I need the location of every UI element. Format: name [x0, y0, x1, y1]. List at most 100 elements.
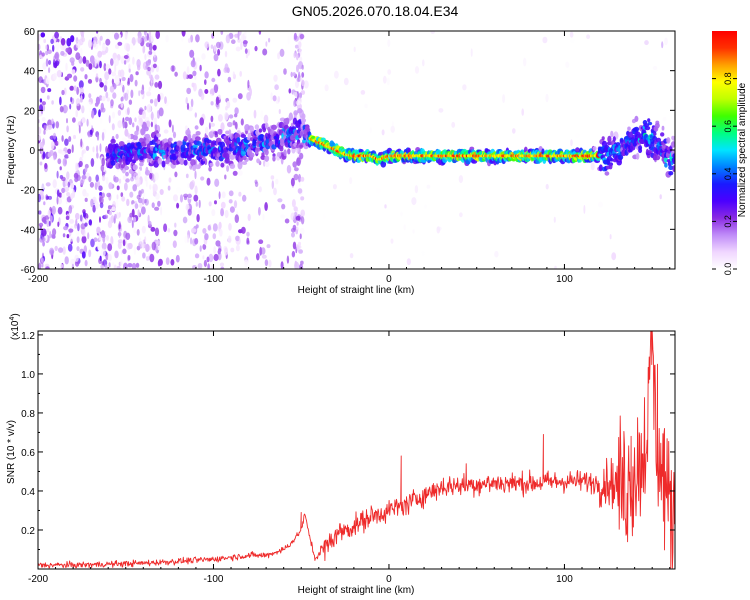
- spectrogram-noise-blob: [260, 247, 266, 255]
- spectrogram-noise-blob: [155, 193, 160, 200]
- spectrogram-noise-blob: [512, 128, 516, 134]
- spectrogram-noise-blob: [99, 216, 101, 223]
- colorbar-tick-label: 0.8: [723, 72, 733, 85]
- spectrogram-noise-blob: [137, 35, 142, 44]
- spectrogram-noise-blob: [82, 189, 87, 197]
- spectrogram-noise-blob: [235, 46, 241, 52]
- spectrogram-noise-blob: [76, 236, 80, 244]
- spectrogram-noise-blob: [68, 236, 74, 242]
- spectrogram-noise-blob: [185, 173, 189, 179]
- spectrogram-noise-blob: [227, 235, 232, 244]
- spectrogram-noise-blob: [49, 231, 52, 239]
- spectrogram-noise-blob: [275, 178, 279, 185]
- spectrogram-noise-blob: [65, 47, 71, 53]
- spectrogram-noise-blob: [179, 194, 184, 203]
- spectrogram-noise-blob: [570, 37, 575, 44]
- spectrogram-noise-blob: [263, 114, 269, 124]
- spectrogram-noise-blob: [277, 96, 281, 103]
- spectrogram-ridge-cell: [132, 164, 138, 171]
- spectrogram-noise-blob: [61, 187, 66, 194]
- spectrogram-noise-blob: [189, 237, 193, 245]
- spectrogram-noise-blob: [74, 177, 79, 183]
- spectrogram-noise-blob: [235, 235, 240, 242]
- spectrogram-noise-blob: [158, 107, 164, 117]
- spectrogram-ridge-cell: [664, 162, 668, 168]
- spectrogram-noise-blob: [217, 249, 221, 255]
- spectrogram-noise-blob: [47, 88, 52, 93]
- spectrogram-noise-blob: [128, 117, 133, 126]
- spectrogram-noise-blob: [79, 98, 83, 103]
- snr-ytick-label: 0.4: [21, 487, 35, 498]
- spectrogram-noise-blob: [268, 259, 272, 268]
- spectrogram-noise-blob: [106, 192, 111, 198]
- spectrogram-noise-blob: [157, 93, 161, 103]
- spectrogram-noise-blob: [64, 256, 69, 265]
- spectrogram-noise-blob: [104, 71, 110, 81]
- spectrogram-noise-blob: [462, 84, 467, 91]
- spectrogram-ridge-cell: [139, 161, 144, 167]
- spectrogram-noise-blob: [104, 80, 108, 86]
- spectrogram-ridge-cell: [182, 141, 187, 146]
- spectrogram-noise-blob: [41, 101, 47, 106]
- snr-ytick-label: 1.0: [21, 370, 35, 381]
- spectrogram-noise-blob: [219, 262, 225, 267]
- spectrogram-ridge-cell: [301, 113, 306, 120]
- spectrogram-noise-blob: [127, 216, 133, 224]
- spectrogram-noise-blob: [105, 176, 109, 185]
- spectrogram-noise-blob: [98, 109, 101, 118]
- spectrogram-noise-blob: [260, 110, 264, 119]
- spectrogram-noise-blob: [117, 241, 122, 250]
- spectrogram-ridge-cell: [194, 125, 199, 130]
- spectrogram-noise-blob: [75, 52, 81, 60]
- spectrogram-noise-blob: [247, 48, 250, 56]
- spectrogram-noise-blob: [155, 31, 160, 40]
- spectrogram-noise-blob: [165, 257, 170, 265]
- spectrogram-xtick-label: 0: [386, 274, 392, 285]
- spectrogram-noise-blob: [150, 74, 153, 83]
- spectrogram-noise-blob: [273, 74, 278, 82]
- spectrogram-noise-blob: [661, 125, 665, 131]
- spectrogram-noise-blob: [120, 82, 123, 88]
- spectrogram-noise-blob: [240, 118, 244, 126]
- spectrogram-noise-blob: [45, 247, 49, 256]
- spectrogram-noise-blob: [54, 245, 58, 251]
- spectrogram-noise-blob: [187, 234, 189, 243]
- spectrogram-noise-blob: [224, 209, 229, 219]
- spectrogram-noise-blob: [70, 182, 75, 190]
- spectrogram-noise-blob: [142, 46, 146, 54]
- spectrogram-noise-blob: [145, 60, 151, 66]
- spectrogram-ridge-cell: [671, 135, 675, 140]
- spectrogram-noise-blob: [291, 232, 295, 238]
- spectrogram-noise-blob: [201, 53, 206, 60]
- spectrogram-noise-blob: [95, 201, 99, 210]
- spectrogram-ridge-cell: [407, 147, 411, 153]
- spectrogram-noise-blob: [224, 247, 229, 256]
- spectrogram-noise-blob: [182, 216, 188, 224]
- spectrogram-noise-blob: [114, 57, 119, 67]
- spectrogram-noise-blob: [38, 193, 41, 203]
- colorbar-tick-label: 0.2: [723, 215, 733, 228]
- spectrogram-noise-blob: [82, 153, 86, 162]
- spectrogram-noise-blob: [189, 49, 195, 58]
- spectrogram-noise-blob: [68, 205, 73, 214]
- spectrogram-noise-blob: [194, 238, 199, 245]
- spectrogram-noise-blob: [43, 129, 46, 135]
- spectrogram-noise-blob: [81, 105, 85, 114]
- spectrogram-noise-blob: [233, 200, 238, 209]
- spectrogram-noise-blob: [181, 37, 184, 42]
- spectrogram-noise-blob: [129, 191, 134, 198]
- spectrogram-noise-blob: [200, 176, 205, 181]
- spectrogram-noise-blob: [145, 256, 150, 261]
- spectrogram-noise-blob: [98, 233, 101, 241]
- spectrogram-noise-blob: [101, 50, 105, 56]
- spectrogram-noise-blob: [191, 228, 197, 233]
- spectrogram-noise-blob: [141, 225, 146, 234]
- spectrogram-noise-blob: [123, 55, 129, 59]
- spectrogram-marks: [38, 31, 675, 269]
- spectrogram-noise-blob: [106, 235, 109, 241]
- snr-ytick-label: 0.2: [21, 526, 35, 537]
- spectrogram-noise-blob: [152, 183, 158, 192]
- spectrogram-noise-blob: [193, 194, 199, 202]
- spectrogram-noise-blob: [99, 82, 104, 88]
- spectrogram-noise-blob: [203, 259, 207, 268]
